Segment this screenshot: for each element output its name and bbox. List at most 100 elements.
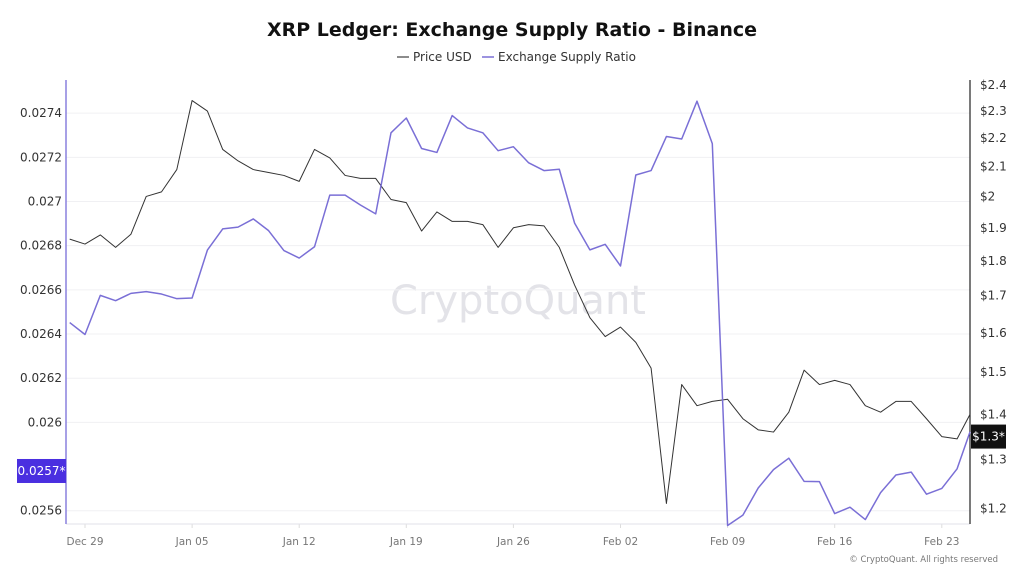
data-point-supply-ratio[interactable] xyxy=(527,161,531,165)
data-point-price[interactable] xyxy=(144,194,148,198)
data-point-price[interactable] xyxy=(389,198,393,202)
data-point-price[interactable] xyxy=(848,383,852,387)
data-point-supply-ratio[interactable] xyxy=(894,473,898,477)
data-point-supply-ratio[interactable] xyxy=(175,297,179,301)
data-point-supply-ratio[interactable] xyxy=(649,169,653,173)
data-point-price[interactable] xyxy=(925,417,929,421)
data-point-supply-ratio[interactable] xyxy=(404,116,408,120)
data-point-supply-ratio[interactable] xyxy=(557,167,561,171)
data-point-price[interactable] xyxy=(313,147,317,151)
data-point-price[interactable] xyxy=(772,430,776,434)
data-point-supply-ratio[interactable] xyxy=(817,480,821,484)
data-point-price[interactable] xyxy=(817,383,821,387)
data-point-price[interactable] xyxy=(833,378,837,382)
data-point-price[interactable] xyxy=(603,335,607,339)
data-point-supply-ratio[interactable] xyxy=(129,291,133,295)
data-point-supply-ratio[interactable] xyxy=(144,290,148,294)
data-point-supply-ratio[interactable] xyxy=(496,149,500,153)
data-point-supply-ratio[interactable] xyxy=(313,245,317,249)
data-point-supply-ratio[interactable] xyxy=(481,131,485,135)
data-point-price[interactable] xyxy=(221,147,225,151)
data-point-supply-ratio[interactable] xyxy=(787,456,791,460)
data-point-price[interactable] xyxy=(863,404,867,408)
data-point-price[interactable] xyxy=(787,410,791,414)
data-point-supply-ratio[interactable] xyxy=(695,99,699,103)
data-point-supply-ratio[interactable] xyxy=(221,227,225,231)
data-point-price[interactable] xyxy=(940,435,944,439)
data-point-price[interactable] xyxy=(297,179,301,183)
data-point-supply-ratio[interactable] xyxy=(588,248,592,252)
data-point-price[interactable] xyxy=(129,232,133,236)
data-point-supply-ratio[interactable] xyxy=(955,467,959,471)
data-point-price[interactable] xyxy=(160,190,164,194)
data-point-price[interactable] xyxy=(968,412,972,416)
data-point-supply-ratio[interactable] xyxy=(374,212,378,216)
data-point-price[interactable] xyxy=(190,99,194,103)
data-point-supply-ratio[interactable] xyxy=(114,299,118,303)
data-point-supply-ratio[interactable] xyxy=(511,145,515,149)
data-point-price[interactable] xyxy=(741,417,745,421)
data-point-price[interactable] xyxy=(374,176,378,180)
data-point-price[interactable] xyxy=(358,176,362,180)
data-point-supply-ratio[interactable] xyxy=(573,221,577,225)
data-point-price[interactable] xyxy=(756,428,760,432)
data-point-supply-ratio[interactable] xyxy=(297,256,301,260)
data-point-supply-ratio[interactable] xyxy=(710,142,714,146)
data-point-supply-ratio[interactable] xyxy=(756,486,760,490)
data-point-price[interactable] xyxy=(267,170,271,174)
data-point-price[interactable] xyxy=(511,226,515,230)
data-point-price[interactable] xyxy=(619,325,623,329)
data-point-price[interactable] xyxy=(435,210,439,214)
data-point-supply-ratio[interactable] xyxy=(389,131,393,135)
data-point-supply-ratio[interactable] xyxy=(160,292,164,296)
data-point-supply-ratio[interactable] xyxy=(328,193,332,197)
data-point-price[interactable] xyxy=(343,173,347,177)
data-point-price[interactable] xyxy=(420,229,424,233)
data-point-supply-ratio[interactable] xyxy=(343,193,347,197)
data-point-price[interactable] xyxy=(955,437,959,441)
data-point-supply-ratio[interactable] xyxy=(863,518,867,522)
data-point-supply-ratio[interactable] xyxy=(358,203,362,207)
data-point-supply-ratio[interactable] xyxy=(940,486,944,490)
data-point-price[interactable] xyxy=(726,397,730,401)
data-point-supply-ratio[interactable] xyxy=(542,169,546,173)
data-point-price[interactable] xyxy=(236,159,240,163)
data-point-supply-ratio[interactable] xyxy=(833,512,837,516)
data-point-price[interactable] xyxy=(205,109,209,113)
data-point-price[interactable] xyxy=(634,340,638,344)
data-point-supply-ratio[interactable] xyxy=(619,264,623,268)
data-point-supply-ratio[interactable] xyxy=(466,126,470,130)
data-point-price[interactable] xyxy=(573,283,577,287)
data-point-price[interactable] xyxy=(649,366,653,370)
data-point-price[interactable] xyxy=(588,316,592,320)
data-point-supply-ratio[interactable] xyxy=(802,479,806,483)
data-point-price[interactable] xyxy=(542,224,546,228)
data-point-price[interactable] xyxy=(328,156,332,160)
data-point-price[interactable] xyxy=(83,242,87,246)
data-point-supply-ratio[interactable] xyxy=(925,492,929,496)
data-point-supply-ratio[interactable] xyxy=(772,468,776,472)
data-point-price[interactable] xyxy=(894,399,898,403)
data-point-supply-ratio[interactable] xyxy=(98,293,102,297)
data-point-supply-ratio[interactable] xyxy=(909,470,913,474)
data-point-supply-ratio[interactable] xyxy=(726,524,730,528)
data-point-price[interactable] xyxy=(909,399,913,403)
data-point-price[interactable] xyxy=(98,233,102,237)
data-point-price[interactable] xyxy=(404,201,408,205)
data-point-price[interactable] xyxy=(481,223,485,227)
data-point-price[interactable] xyxy=(879,410,883,414)
data-point-price[interactable] xyxy=(282,173,286,177)
data-point-price[interactable] xyxy=(802,368,806,372)
data-point-supply-ratio[interactable] xyxy=(267,229,271,233)
data-point-supply-ratio[interactable] xyxy=(68,321,72,325)
data-point-price[interactable] xyxy=(68,237,72,241)
data-point-supply-ratio[interactable] xyxy=(848,505,852,509)
data-point-supply-ratio[interactable] xyxy=(251,217,255,221)
data-point-price[interactable] xyxy=(664,501,668,505)
data-point-price[interactable] xyxy=(466,219,470,223)
data-point-price[interactable] xyxy=(695,404,699,408)
data-point-price[interactable] xyxy=(557,245,561,249)
data-point-price[interactable] xyxy=(175,168,179,172)
data-point-supply-ratio[interactable] xyxy=(664,135,668,139)
data-point-supply-ratio[interactable] xyxy=(205,248,209,252)
